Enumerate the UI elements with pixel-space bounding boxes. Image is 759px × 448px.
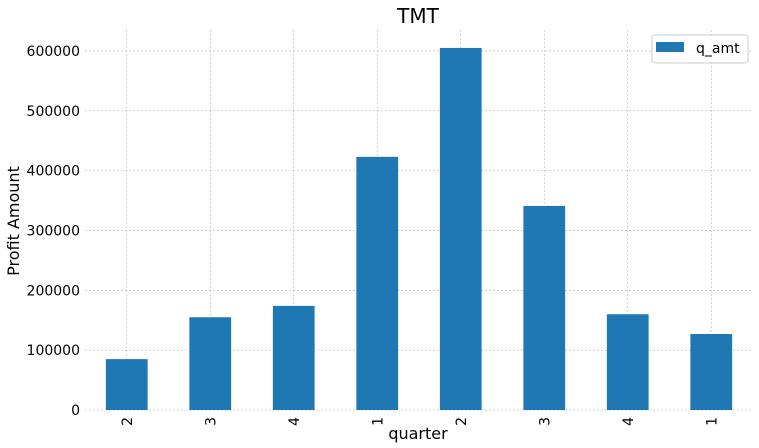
y-tick-label: 300000	[27, 223, 80, 239]
bar	[690, 334, 733, 410]
bar	[439, 47, 482, 410]
bar	[272, 305, 315, 410]
y-tick-label: 100000	[27, 343, 80, 359]
legend-swatch	[656, 42, 684, 52]
x-tick-label: 2	[120, 417, 136, 426]
x-tick-label: 1	[704, 417, 720, 426]
x-axis-ticks: 2 3 4 1 2 3 4 1	[120, 417, 721, 426]
y-axis-label: Profit Amount	[4, 166, 23, 276]
y-axis-ticks: 0 100000 200000 300000 400000 500000 600000	[27, 44, 80, 419]
y-tick-label: 400000	[27, 164, 80, 180]
bar	[105, 359, 148, 410]
x-tick-label: 3	[537, 417, 553, 426]
y-tick-label: 0	[71, 403, 80, 419]
grid-lines	[85, 30, 753, 411]
bar	[356, 156, 399, 410]
legend: q_amt	[651, 34, 749, 64]
bar	[606, 314, 649, 410]
x-tick-label: 4	[621, 417, 637, 426]
bar-series	[105, 47, 733, 410]
y-tick-label: 200000	[27, 283, 80, 299]
bar	[523, 205, 566, 410]
x-tick-label: 2	[454, 417, 470, 426]
x-axis-label: quarter	[388, 424, 448, 443]
x-tick-label: 3	[203, 417, 219, 426]
chart-title: TMT	[396, 4, 439, 28]
bar	[189, 317, 232, 410]
legend-label: q_amt	[696, 41, 740, 57]
x-tick-label: 1	[370, 417, 386, 426]
y-tick-label: 500000	[27, 104, 80, 120]
x-tick-label: 4	[287, 417, 303, 426]
y-tick-label: 600000	[27, 44, 80, 60]
